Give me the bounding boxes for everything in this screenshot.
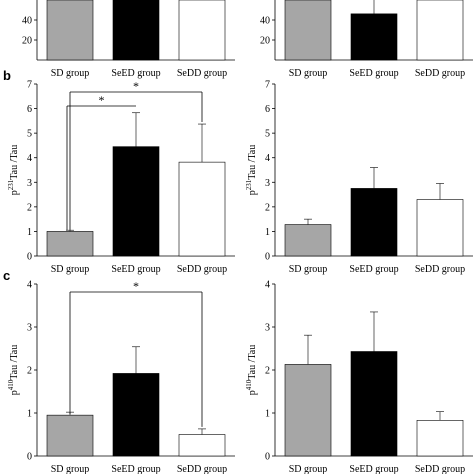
bar [46,231,94,257]
category-label: SeDD group [177,464,227,474]
y-axis-title-rest: Tau /Tau [247,145,258,180]
y-tick-label: 2 [265,202,270,213]
y-tick-label: 7 [27,80,32,91]
y-axis-title-rest: Tau /Tau [9,145,20,180]
y-axis-title-rest: Tau /Tau [9,345,20,380]
y-tick-label: 3 [27,178,32,189]
y-tick-label: 5 [27,129,32,140]
y-axis-title-sup: 410 [245,379,253,390]
bar [112,0,160,61]
bar [284,224,332,257]
y-tick-label: 0 [27,452,32,463]
y-tick-label: 6 [265,104,270,115]
y-tick-label: 3 [27,323,32,334]
category-label: SeED group [111,264,160,275]
y-tick-label: 40 [260,16,270,27]
y-axis-title-sup: 410 [7,379,15,390]
category-label: SeDD group [415,464,465,474]
category-label: SeED group [349,264,398,275]
category-label: SD group [289,464,328,474]
category-label: SeDD group [415,264,465,275]
y-axis-title-base: p [247,390,258,395]
y-tick-label: 2 [27,366,32,377]
y-axis-title-sup: 231 [7,179,15,190]
y-tick-label: 2 [265,366,270,377]
y-axis-title-base: p [247,190,258,195]
y-tick-label: 20 [22,36,32,47]
y-axis-title: p231Tau /Tau [245,145,258,195]
y-tick-label: 4 [265,153,270,164]
y-axis-title: p231Tau /Tau [7,145,20,195]
bar [46,0,94,61]
category-label: SeDD group [177,264,227,275]
y-tick-label: 2 [27,202,32,213]
category-label: SD group [51,264,90,275]
y-axis-title-base: p [9,190,20,195]
y-axis-title-base: p [9,390,20,395]
bar [112,373,160,457]
category-label: SeED group [349,464,398,474]
y-axis-title: p410Tau /Tau [7,345,20,395]
y-tick-label: 4 [27,153,32,164]
bar [284,364,332,457]
y-tick-label: 4 [27,280,32,291]
y-tick-label: 0 [265,252,270,263]
y-tick-label: 1 [265,227,270,238]
bar [416,0,464,61]
y-axis-title-rest: Tau /Tau [247,345,258,380]
y-axis-title-sup: 231 [245,179,253,190]
bar [350,188,398,257]
y-tick-label: 7 [265,80,270,91]
panel-letter: c [3,268,10,283]
bar [284,0,332,61]
y-tick-label: 4 [265,280,270,291]
bar [178,0,226,61]
category-label: SD group [289,68,328,79]
y-axis-title: p410Tau /Tau [245,345,258,395]
bar [416,199,464,257]
y-tick-label: 1 [27,227,32,238]
y-tick-label: 5 [265,129,270,140]
category-label: SeDD group [177,68,227,79]
bar [112,146,160,257]
significance-star: * [133,279,139,293]
y-tick-label: 1 [27,409,32,420]
significance-star: * [99,93,105,107]
category-label: SD group [289,264,328,275]
category-label: SeED group [111,464,160,474]
bar [416,420,464,457]
y-tick-label: 1 [265,409,270,420]
category-label: SeED group [349,68,398,79]
y-tick-label: 0 [27,252,32,263]
bar [46,414,94,457]
category-label: SD group [51,68,90,79]
category-label: SeED group [111,68,160,79]
y-tick-label: 3 [265,323,270,334]
y-tick-label: 3 [265,178,270,189]
y-tick-label: 6 [27,104,32,115]
y-tick-label: 40 [22,16,32,27]
y-tick-label: 0 [265,452,270,463]
category-label: SD group [51,464,90,474]
y-tick-label: 20 [260,36,270,47]
bar [350,13,398,61]
bar [178,434,226,457]
category-label: SeDD group [415,68,465,79]
bar [350,351,398,457]
bar [178,161,226,257]
significance-star: * [133,79,139,93]
panel-letter: b [3,68,11,83]
